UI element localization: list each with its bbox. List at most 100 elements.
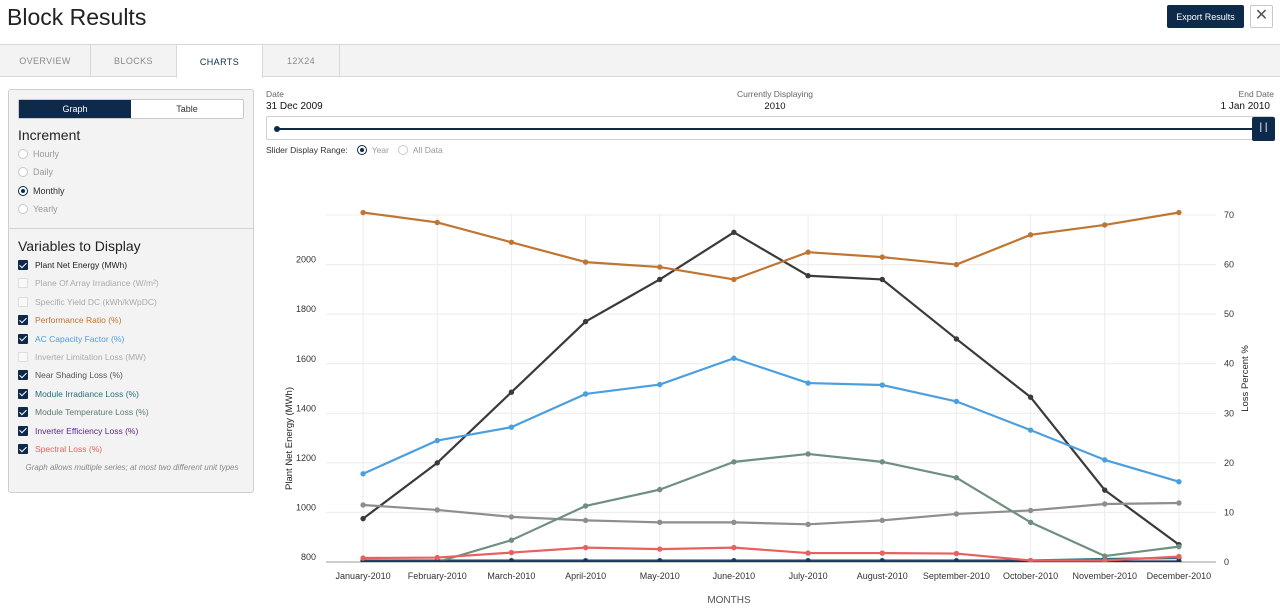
checkbox-icon xyxy=(18,352,28,362)
data-point-spectral-loss xyxy=(805,550,811,556)
data-point-plant-net-energy xyxy=(434,460,440,466)
series-line-ac-capacity-factor xyxy=(362,357,1180,483)
table-toggle-button[interactable]: Table xyxy=(176,104,198,114)
data-point-ac-capacity-factor xyxy=(805,380,811,386)
radio-label: Hourly xyxy=(33,149,60,159)
x-tick-label: August-2010 xyxy=(857,571,908,581)
variable-label: Performance Ratio (%) xyxy=(35,315,122,326)
x-axis-title: MONTHS xyxy=(707,595,751,606)
y-right-tick-label: 10 xyxy=(1224,507,1234,517)
variable-label: AC Capacity Factor (%) xyxy=(35,333,125,344)
data-point-plant-net-energy xyxy=(879,276,885,283)
monthly-results-chart: 800 1000 1200 1400 1600 1800 2000 0 10 20 30 40 50 60… xyxy=(284,209,1251,606)
increment-option-yearly[interactable]: Yearly xyxy=(18,204,58,214)
variable-option-inverter-limitation-loss[interactable]: Inverter Limitation Loss (MW) xyxy=(18,352,146,362)
variable-label: Spectral Loss (%) xyxy=(35,444,103,454)
checkbox-icon xyxy=(18,296,28,307)
graph-toggle-button[interactable]: Graph xyxy=(19,100,131,118)
data-point-plant-net-energy xyxy=(582,318,589,325)
data-point-module-temperature-loss xyxy=(805,451,811,457)
increment-option-daily[interactable]: Daily xyxy=(18,167,53,177)
increment-option-hourly[interactable]: Hourly xyxy=(18,149,59,159)
range-option-year[interactable]: Year xyxy=(356,145,389,155)
variable-option-plane-of-array-irradiance[interactable]: Plane Of Array Irradiance (W/m²) xyxy=(18,278,159,289)
y-tick-label: 2000 xyxy=(296,255,316,265)
data-point-spectral-loss xyxy=(1102,557,1108,562)
data-point-spectral-loss xyxy=(657,546,663,552)
variable-option-specific-yield-dc[interactable]: Specific Yield DC (kWh/kWpDC) xyxy=(18,296,157,307)
variable-option-plant-net-energy[interactable]: Plant Net Energy (MWh) xyxy=(18,260,127,270)
y-tick-label: 1600 xyxy=(296,354,316,364)
data-point-performance-ratio xyxy=(582,259,589,265)
range-option-all-data[interactable]: All Data xyxy=(397,145,443,155)
data-point-inverter-efficiency-loss xyxy=(879,558,885,562)
variable-option-near-shading-loss[interactable]: Near Shading Loss (%) xyxy=(18,370,123,381)
header-bar: Block Results Export Results ✕ xyxy=(0,0,1280,44)
slider-start-dot[interactable] xyxy=(274,126,280,132)
slider-track xyxy=(277,128,1253,130)
variable-option-module-temperature-loss[interactable]: Module Temperature Loss (%) xyxy=(18,407,149,418)
tab-charts[interactable]: CHARTS xyxy=(176,45,263,78)
x-tick-label: March-2010 xyxy=(487,571,535,581)
data-point-near-shading-loss xyxy=(1027,507,1034,514)
currently-displaying-label: Currently Displaying xyxy=(736,89,814,99)
variables-title: Variables to Display xyxy=(18,238,141,254)
variable-option-spectral-loss[interactable]: Spectral Loss (%) xyxy=(18,444,102,454)
variable-label: Plane Of Array Irradiance (W/m²) xyxy=(35,278,159,289)
data-point-ac-capacity-factor xyxy=(879,382,885,388)
data-point-plant-net-energy xyxy=(657,276,663,283)
increment-title: Increment xyxy=(18,127,81,143)
data-point-near-shading-loss xyxy=(953,511,960,517)
variable-option-module-irradiance-loss[interactable]: Module Irradiance Loss (%) xyxy=(18,388,139,399)
checkbox-checked-icon xyxy=(18,315,28,326)
y-tick-label: 1200 xyxy=(296,453,316,463)
tab-overview[interactable]: OVERVIEW xyxy=(0,45,91,77)
close-icon[interactable]: ✕ xyxy=(1250,5,1273,28)
checkbox-checked-icon xyxy=(18,388,28,399)
variable-label: Module Temperature Loss (%) xyxy=(35,407,149,418)
data-point-spectral-loss xyxy=(731,544,737,551)
data-point-ac-capacity-factor xyxy=(731,355,737,361)
data-point-ac-capacity-factor xyxy=(360,471,366,477)
data-point-inverter-efficiency-loss xyxy=(953,558,960,562)
y-axis-title: Plant Net Energy (MWh) xyxy=(284,387,295,490)
data-point-near-shading-loss xyxy=(360,502,366,508)
tab-bar: OVERVIEW BLOCKS CHARTS 12X24 xyxy=(0,44,1280,78)
export-results-button[interactable]: Export Results xyxy=(1167,5,1244,28)
variable-label: Near Shading Loss (%) xyxy=(35,370,123,381)
chart-options-panel: Graph Table Increment Hourly Daily Month… xyxy=(8,89,254,493)
data-point-ac-capacity-factor xyxy=(582,391,589,397)
data-point-ac-capacity-factor xyxy=(508,424,515,430)
data-point-ac-capacity-factor xyxy=(434,437,440,444)
data-point-module-temperature-loss xyxy=(1102,553,1108,559)
tab-blocks[interactable]: BLOCKS xyxy=(91,45,177,77)
x-tick-label: January-2010 xyxy=(336,571,391,581)
y-right-axis-title: Loss Percent % xyxy=(1240,345,1251,412)
data-point-performance-ratio xyxy=(508,239,515,245)
data-point-spectral-loss xyxy=(1176,553,1182,560)
checkbox-checked-icon xyxy=(18,407,28,418)
divider xyxy=(9,228,253,229)
increment-option-monthly[interactable]: Monthly xyxy=(18,186,65,196)
data-point-spectral-loss xyxy=(360,555,366,561)
y-right-tick-label: 40 xyxy=(1224,359,1234,369)
date-slider[interactable]: | | xyxy=(266,116,1275,141)
view-toggle: Graph Table xyxy=(18,99,244,119)
variable-option-inverter-efficiency-loss[interactable]: Inverter Efficiency Loss (%) xyxy=(18,425,138,436)
data-point-inverter-efficiency-loss xyxy=(508,558,515,562)
data-point-spectral-loss xyxy=(434,554,440,561)
data-point-plant-net-energy xyxy=(805,273,811,279)
series-line-plant-net-energy xyxy=(362,231,1180,546)
data-point-ac-capacity-factor xyxy=(1176,478,1182,485)
variable-label: Specific Yield DC (kWh/kWpDC) xyxy=(35,296,157,307)
data-point-plant-net-energy xyxy=(953,336,960,342)
data-point-performance-ratio xyxy=(657,264,663,270)
series-line-performance-ratio xyxy=(362,211,1180,281)
series-line-spectral-loss xyxy=(363,546,1179,562)
variable-option-ac-capacity-factor[interactable]: AC Capacity Factor (%) xyxy=(18,333,125,344)
slider-handle[interactable]: | | xyxy=(1252,117,1275,141)
radio-selected-icon xyxy=(356,145,367,155)
tab-12x24[interactable]: 12X24 xyxy=(263,45,340,77)
variable-option-performance-ratio[interactable]: Performance Ratio (%) xyxy=(18,315,122,326)
radio-label: Yearly xyxy=(33,204,58,214)
